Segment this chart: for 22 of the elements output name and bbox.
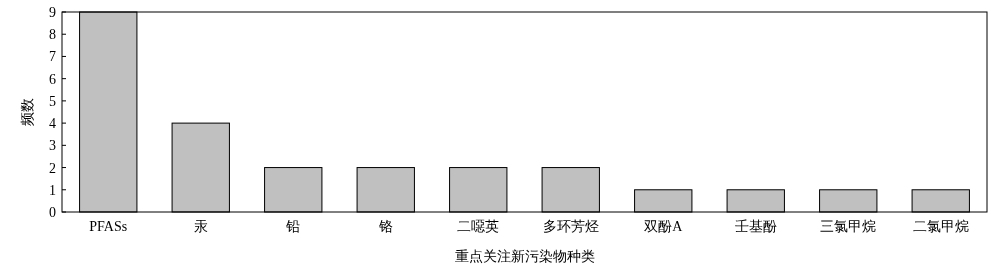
- x-tick-label: 铬: [377, 219, 393, 234]
- y-tick-label: 5: [49, 93, 56, 109]
- x-axis-title: 重点关注新污染物种类: [454, 249, 595, 264]
- y-tick-label: 0: [49, 205, 56, 220]
- y-tick-label: 2: [49, 160, 56, 176]
- y-axis-title: 频数: [20, 98, 35, 126]
- x-tick-label: PFASs: [89, 219, 128, 234]
- x-tick-label: 二氯甲烷: [912, 219, 969, 234]
- x-tick-label: 双酚A: [644, 219, 684, 234]
- x-tick-label: 汞: [193, 219, 208, 234]
- y-tick-label: 8: [49, 27, 56, 43]
- y-tick-label: 4: [49, 116, 56, 132]
- y-tick-label: 7: [49, 49, 56, 65]
- y-tick-label: 9: [49, 5, 56, 20]
- y-tick-label: 1: [49, 182, 56, 198]
- x-tick-label: 壬基酚: [734, 219, 777, 234]
- y-tick-label: 6: [49, 71, 56, 87]
- x-tick-label: 多环芳烃: [542, 219, 599, 234]
- x-tick-label: 二噁英: [457, 219, 500, 234]
- x-tick-label: 铅: [285, 219, 301, 234]
- x-tick-label: 三氯甲烷: [820, 219, 877, 234]
- y-tick-label: 3: [49, 138, 56, 154]
